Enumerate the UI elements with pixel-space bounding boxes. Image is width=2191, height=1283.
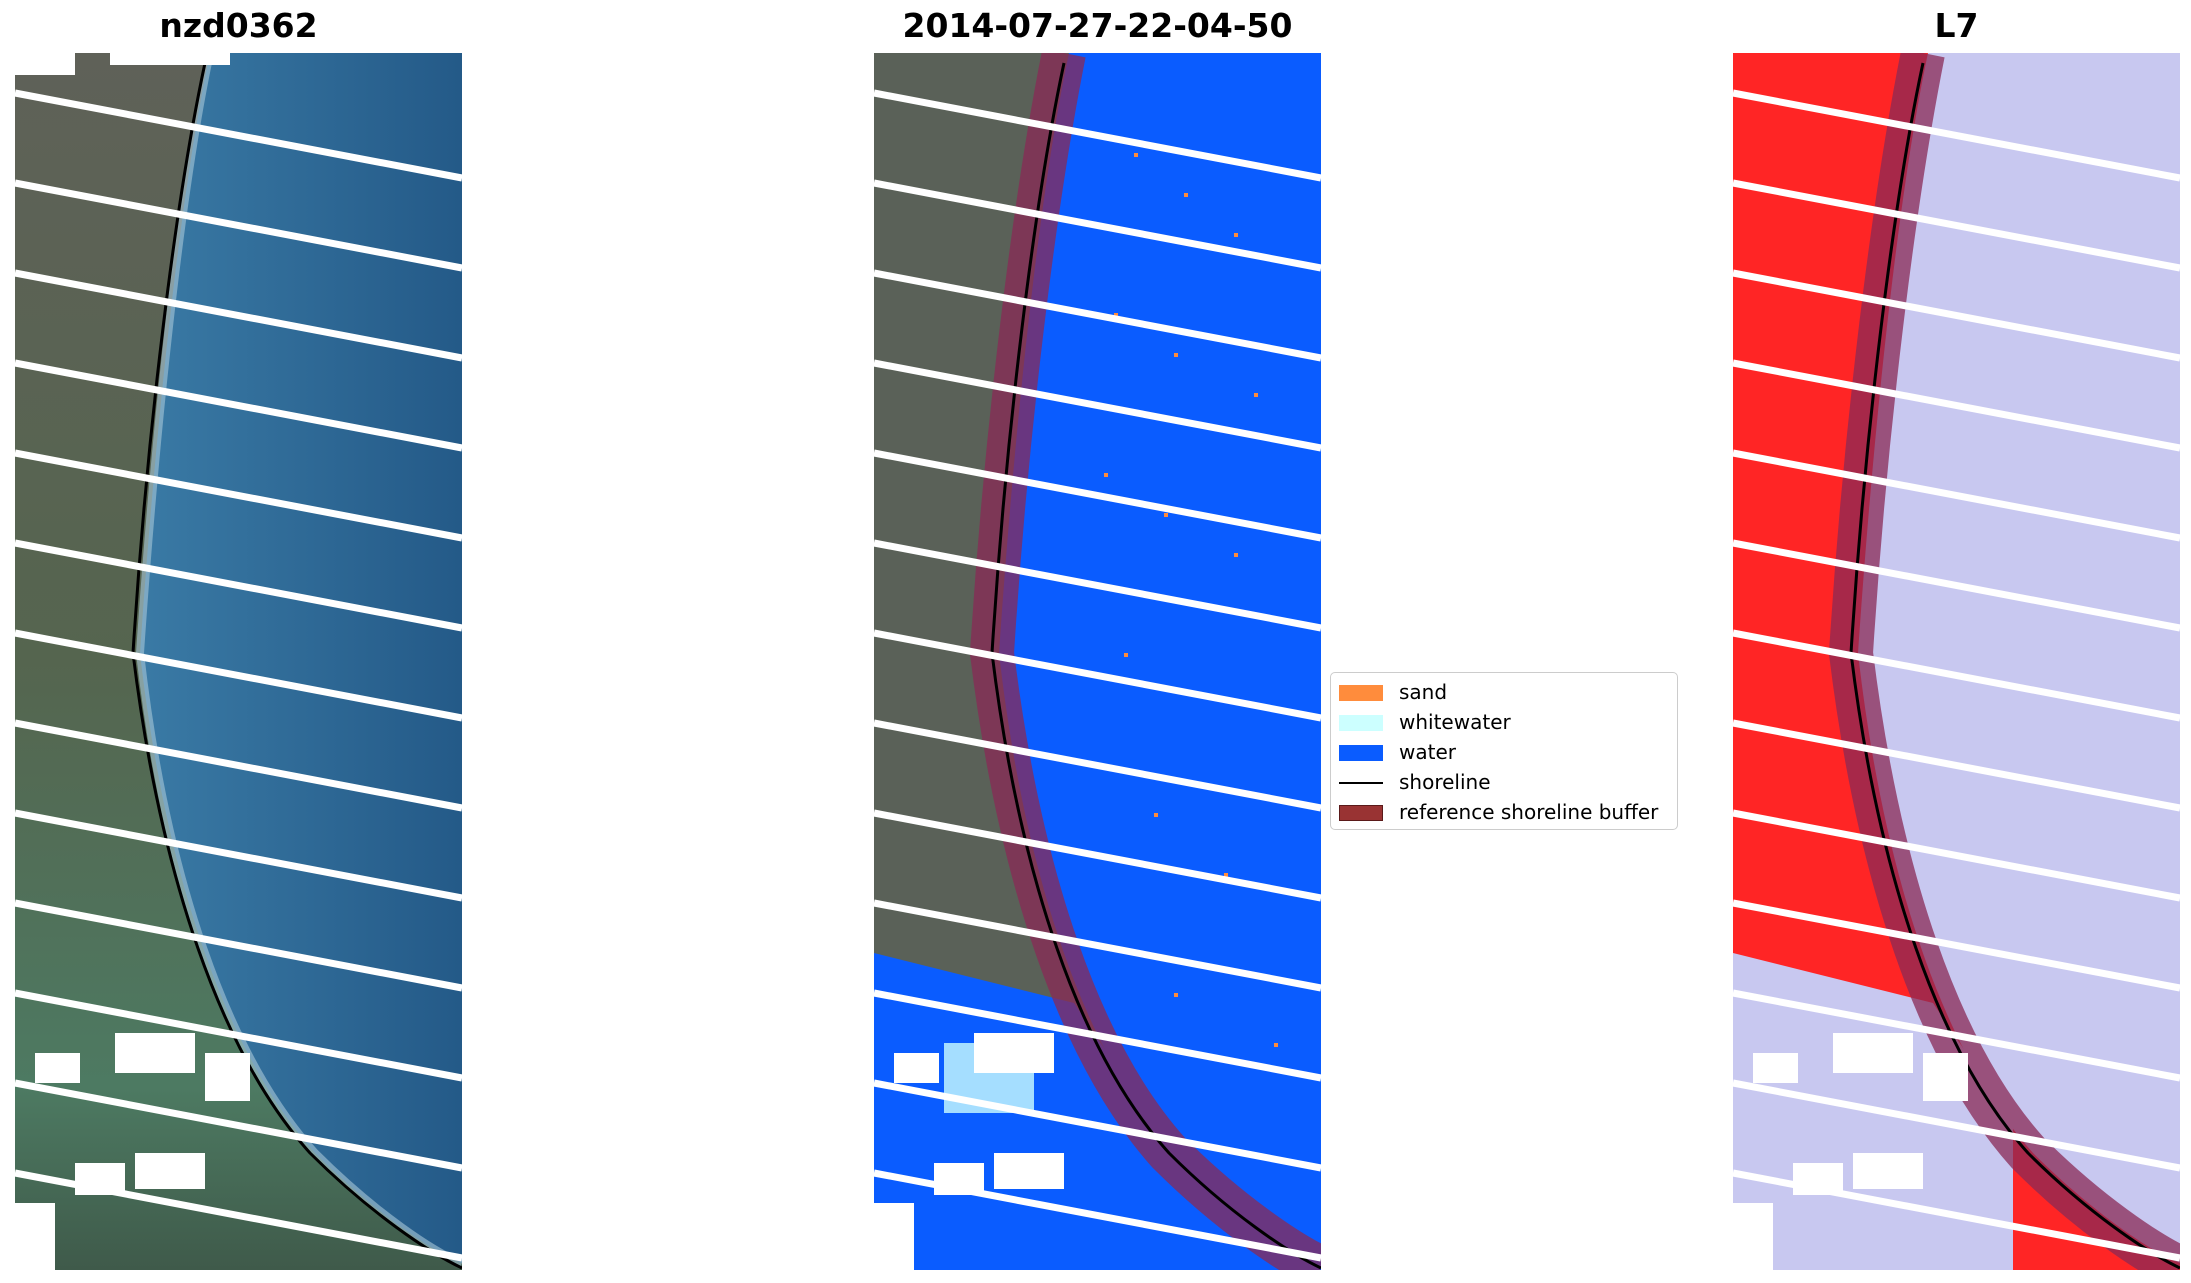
panel-title-false-color: L7 bbox=[1934, 6, 1979, 45]
shoreline bbox=[131, 62, 462, 1270]
shoreline bbox=[1849, 62, 2180, 1270]
legend-swatch-buffer bbox=[1339, 805, 1383, 821]
legend-label-sand: sand bbox=[1399, 680, 1448, 704]
scan-gaps bbox=[15, 89, 462, 1262]
sea-area bbox=[140, 53, 462, 1263]
legend-swatch-sand bbox=[1339, 685, 1383, 701]
legend-item-sand: sand bbox=[1339, 677, 1669, 707]
legend-item-shoreline: shoreline bbox=[1339, 767, 1669, 797]
rgb-image bbox=[15, 53, 462, 1270]
classified-image bbox=[874, 53, 1321, 1270]
rgb-image-panel bbox=[15, 53, 462, 1270]
legend-label-water: water bbox=[1399, 740, 1456, 764]
legend-item-whitewater: whitewater bbox=[1339, 707, 1669, 737]
legend-line-shoreline bbox=[1339, 782, 1383, 784]
nodata-patches bbox=[15, 53, 250, 1270]
panel-title-classified: 2014-07-27-22-04-50 bbox=[902, 6, 1293, 45]
false-color-panel bbox=[1733, 53, 2180, 1270]
legend-label-shoreline: shoreline bbox=[1399, 770, 1491, 794]
legend-swatch-whitewater bbox=[1339, 715, 1383, 731]
legend-item-buffer: reference shoreline buffer bbox=[1339, 797, 1669, 827]
false-color-image bbox=[1733, 53, 2180, 1270]
shoreline bbox=[990, 62, 1321, 1270]
legend-label-buffer: reference shoreline buffer bbox=[1399, 800, 1659, 824]
legend-item-water: water bbox=[1339, 737, 1669, 767]
legend-label-whitewater: whitewater bbox=[1399, 710, 1511, 734]
legend-swatch-water bbox=[1339, 745, 1383, 761]
classified-image-panel bbox=[874, 53, 1321, 1270]
legend: sand whitewater water shoreline referenc… bbox=[1330, 672, 1678, 830]
panel-title-rgb: nzd0362 bbox=[159, 6, 318, 45]
